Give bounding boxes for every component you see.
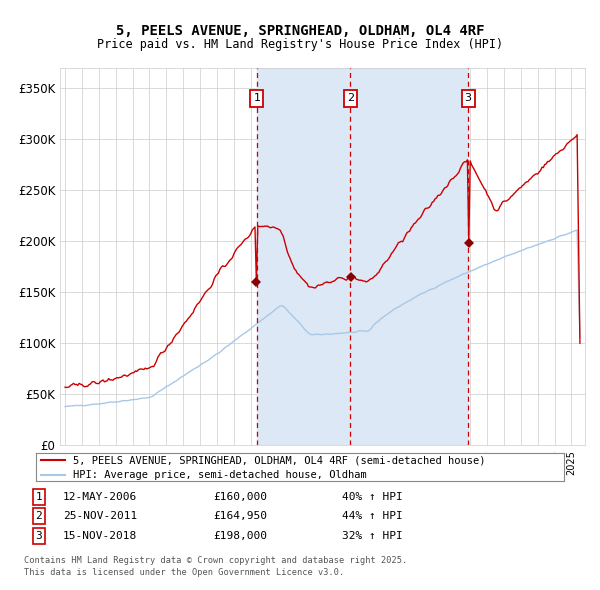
Bar xyxy=(257,68,468,445)
Text: 5, PEELS AVENUE, SPRINGHEAD, OLDHAM, OL4 4RF (semi-detached house): 5, PEELS AVENUE, SPRINGHEAD, OLDHAM, OL4… xyxy=(73,455,485,466)
Text: 15-NOV-2018: 15-NOV-2018 xyxy=(63,531,137,540)
Text: 5, PEELS AVENUE, SPRINGHEAD, OLDHAM, OL4 4RF: 5, PEELS AVENUE, SPRINGHEAD, OLDHAM, OL4… xyxy=(116,24,484,38)
Text: 32% ↑ HPI: 32% ↑ HPI xyxy=(342,531,403,540)
Text: £164,950: £164,950 xyxy=(213,512,267,521)
Text: £198,000: £198,000 xyxy=(213,531,267,540)
Text: £160,000: £160,000 xyxy=(213,492,267,502)
Text: 44% ↑ HPI: 44% ↑ HPI xyxy=(342,512,403,521)
Text: 2: 2 xyxy=(35,512,43,521)
Text: HPI: Average price, semi-detached house, Oldham: HPI: Average price, semi-detached house,… xyxy=(73,470,367,480)
Text: 40% ↑ HPI: 40% ↑ HPI xyxy=(342,492,403,502)
Text: Contains HM Land Registry data © Crown copyright and database right 2025.: Contains HM Land Registry data © Crown c… xyxy=(24,556,407,565)
Text: 12-MAY-2006: 12-MAY-2006 xyxy=(63,492,137,502)
Text: 1: 1 xyxy=(253,93,260,103)
Text: 1: 1 xyxy=(35,492,43,502)
Text: 3: 3 xyxy=(464,93,472,103)
Text: 3: 3 xyxy=(35,531,43,540)
Text: Price paid vs. HM Land Registry's House Price Index (HPI): Price paid vs. HM Land Registry's House … xyxy=(97,38,503,51)
Text: 25-NOV-2011: 25-NOV-2011 xyxy=(63,512,137,521)
Text: 2: 2 xyxy=(347,93,354,103)
Text: This data is licensed under the Open Government Licence v3.0.: This data is licensed under the Open Gov… xyxy=(24,568,344,576)
